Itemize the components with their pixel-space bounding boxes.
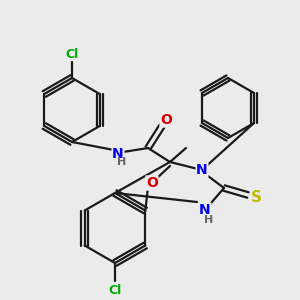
Text: Cl: Cl [65,47,79,61]
Text: O: O [160,113,172,127]
Text: N: N [199,203,211,217]
Text: H: H [117,157,127,167]
Text: Cl: Cl [108,284,122,298]
Text: N: N [112,147,124,161]
Text: H: H [204,215,214,225]
Text: O: O [146,176,158,190]
Text: N: N [196,163,208,177]
Text: S: S [250,190,262,205]
